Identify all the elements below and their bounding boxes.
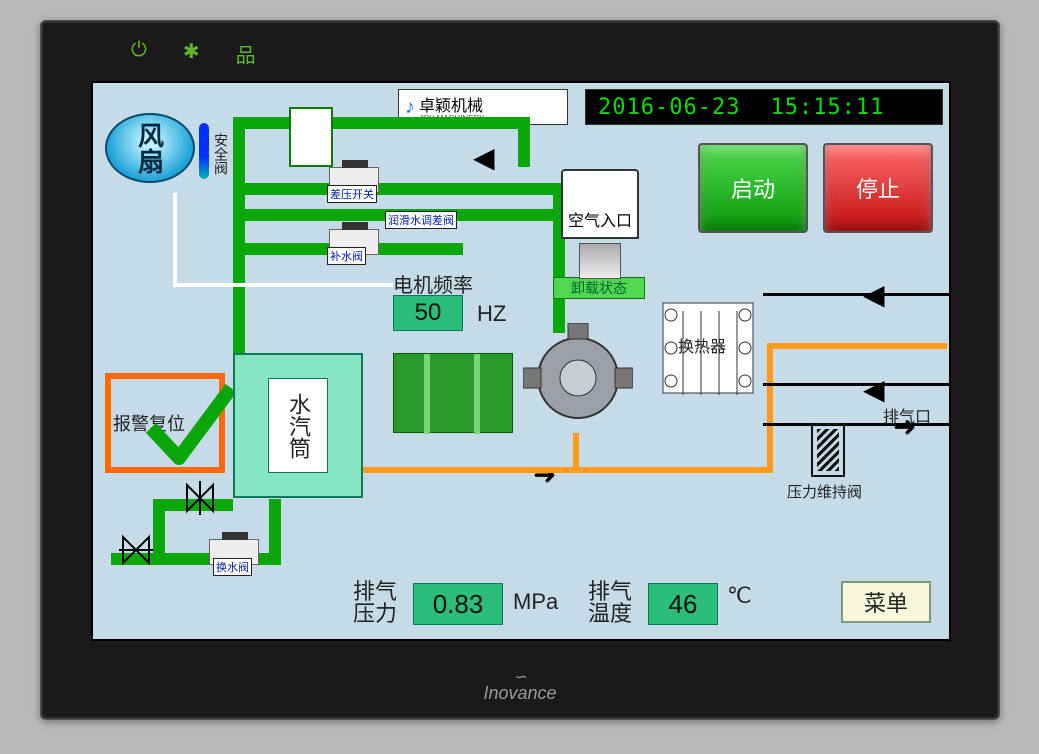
pipe-signal xyxy=(173,193,177,287)
exhaust-pressure-label: 排气压力 xyxy=(353,581,397,625)
datetime-display: 2016-06-23 15:15:11 xyxy=(585,89,943,125)
logo-mark-icon: ♪ xyxy=(405,96,415,119)
pipe xyxy=(233,183,563,195)
diffp-switch-label: 差压开关 xyxy=(327,185,377,203)
motor-icon xyxy=(393,353,513,433)
inlet-valve-icon xyxy=(579,243,621,279)
tank-label: 水汽筒 xyxy=(268,378,328,473)
exhaust-port-label: 排气口 xyxy=(883,403,931,427)
pipe-hot xyxy=(767,343,773,473)
date-text: 2016-06-23 xyxy=(598,95,740,120)
pipe xyxy=(518,117,530,167)
stop-button[interactable]: 停止 xyxy=(823,143,933,233)
exhaust-pressure-unit: MPa xyxy=(513,589,558,615)
valve-icon xyxy=(119,533,153,567)
start-button[interactable]: 启动 xyxy=(698,143,808,233)
pipe-hot xyxy=(363,467,773,473)
air-inlet: 空气入口 xyxy=(561,169,639,239)
alarm-reset-button[interactable]: 报警复位 xyxy=(105,373,225,473)
exchange-valve-label: 换水阀 xyxy=(213,558,252,576)
pipe-signal xyxy=(173,283,393,287)
pipe-hot xyxy=(767,343,947,349)
hmi-screen: ♪ 卓颖机械 JOY MACHINERY 2016-06-23 15:15:11… xyxy=(91,81,951,641)
pressure-valve-label: 压力维持阀 xyxy=(787,481,862,502)
time-text: 15:15:11 xyxy=(770,95,884,120)
heat-exchanger-label: 换热器 xyxy=(678,333,726,357)
status-icon: ✱ xyxy=(183,39,200,68)
motor-freq-unit: HZ xyxy=(477,301,506,327)
menu-button[interactable]: 菜单 xyxy=(841,581,931,623)
safety-valve-label: 安全阀 xyxy=(211,133,231,175)
pipe xyxy=(233,117,245,353)
pipe-line xyxy=(763,293,951,296)
valve-icon xyxy=(183,481,217,515)
flow-arrow-icon: ◀ xyxy=(863,373,885,406)
fan-indicator[interactable]: 风扇 xyxy=(105,113,195,183)
vendor-logo-cn: 卓颖机械 xyxy=(419,98,483,115)
flow-arrow-icon: ◀ xyxy=(473,141,495,174)
exhaust-temp-unit: ℃ xyxy=(727,583,752,609)
exhaust-temp-label: 排气温度 xyxy=(588,581,632,625)
pipe-line xyxy=(763,383,951,386)
exhaust-pressure-value[interactable]: 0.83 xyxy=(413,583,503,625)
hmi-device-frame: ⏻ ✱ 品 ♪ 卓颖机械 JOY MACHINERY 2016-06-23 15… xyxy=(40,20,1000,720)
exhaust-temp-value[interactable]: 46 xyxy=(648,583,718,625)
safety-valve-icon xyxy=(199,123,209,179)
filter-icon xyxy=(289,107,333,167)
flow-arrow-icon: ➜ xyxy=(533,458,556,491)
power-icon: ⏻ xyxy=(131,39,147,68)
unload-status-indicator: 卸载状态 xyxy=(553,277,645,299)
device-led-row: ⏻ ✱ 品 xyxy=(131,39,256,68)
checkmark-icon xyxy=(141,373,241,473)
pipe xyxy=(269,499,281,565)
water-vapor-tank: 水汽筒 xyxy=(233,353,363,498)
network-icon: 品 xyxy=(236,39,256,68)
motor-freq-value[interactable]: 50 xyxy=(393,295,463,331)
air-inlet-label: 空气入口 xyxy=(568,207,632,231)
lube-valve-label: 润滑水调差阀 xyxy=(385,211,457,229)
pipe xyxy=(153,499,165,559)
device-brand: Inovance xyxy=(483,667,556,704)
pipe xyxy=(233,117,523,129)
pressure-valve-icon xyxy=(811,423,845,477)
makeup-valve-label: 补水阀 xyxy=(327,247,366,265)
compressor-icon xyxy=(523,323,633,433)
motor-freq-label: 电机频率 xyxy=(393,269,473,298)
